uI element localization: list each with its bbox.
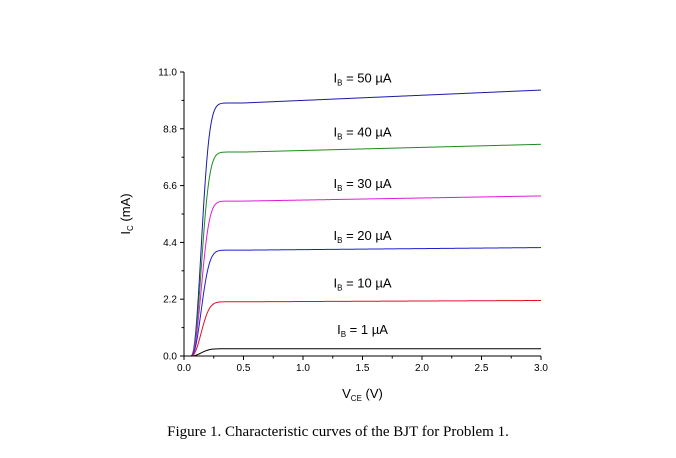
axes: 0.0 0.5 1.0 1.5 2.0 2.5 3.0 0.0 2.2 4.4 6.6 8.8 11.0… bbox=[118, 68, 548, 404]
x-axis-title: VCE (V) bbox=[342, 386, 383, 403]
series-label: IB = 1 µA bbox=[337, 322, 388, 339]
series-line bbox=[184, 247, 542, 357]
x-tick-label: 1.5 bbox=[356, 363, 370, 374]
y-tick-label: 4.4 bbox=[163, 238, 177, 249]
series-label: IB = 50 µA bbox=[333, 70, 391, 87]
series-line bbox=[184, 348, 541, 357]
y-tick-label: 11.0 bbox=[158, 68, 177, 79]
figure-caption: Figure 1. Characteristic curves of the B… bbox=[167, 424, 509, 440]
y-tick-label: 8.8 bbox=[163, 124, 177, 135]
series-label: IB = 10 µA bbox=[333, 276, 391, 293]
curve-labels: IB = 50 µA IB = 40 µA IB = 30 µA IB = 20 µA… bbox=[333, 70, 391, 339]
series-line bbox=[184, 195, 542, 357]
series-label: IB = 40 µA bbox=[333, 125, 391, 142]
x-tick-label: 0.5 bbox=[237, 363, 251, 374]
y-axis-title: IC (mA) bbox=[118, 193, 135, 234]
x-tick-label: 3.0 bbox=[534, 363, 548, 374]
x-tick-label: 2.5 bbox=[475, 363, 489, 374]
y-tick-label: 6.6 bbox=[163, 181, 177, 192]
y-tick-label: 2.2 bbox=[163, 295, 177, 306]
x-tick-label: 0.0 bbox=[177, 363, 191, 374]
curves bbox=[184, 89, 542, 357]
y-tick-label: 0.0 bbox=[163, 352, 177, 363]
series-label: IB = 30 µA bbox=[333, 176, 391, 193]
series-line bbox=[184, 299, 542, 357]
x-tick-label: 2.0 bbox=[415, 363, 429, 374]
x-tick-label: 1.0 bbox=[296, 363, 310, 374]
series-label: IB = 20 µA bbox=[333, 228, 391, 245]
series-line bbox=[184, 143, 542, 357]
series-line bbox=[184, 89, 542, 357]
